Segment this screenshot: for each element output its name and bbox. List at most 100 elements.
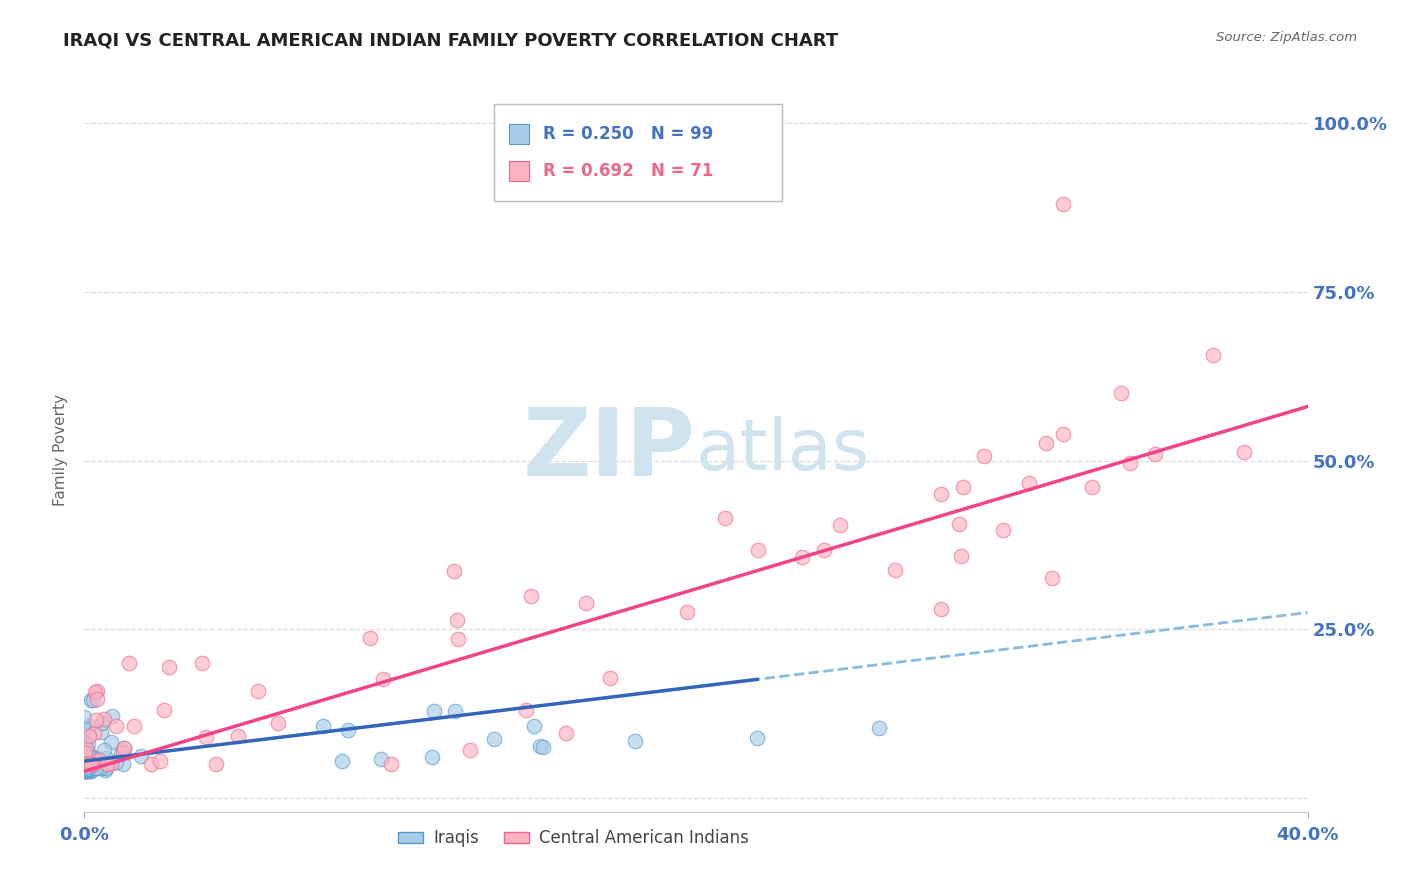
Point xyxy=(747,731,769,745)
Point xyxy=(100,757,122,772)
Point xyxy=(1232,445,1254,459)
Point xyxy=(75,755,97,769)
Point xyxy=(993,523,1015,537)
Point xyxy=(75,762,97,776)
Point xyxy=(73,759,96,773)
Point xyxy=(77,760,100,774)
Point xyxy=(93,742,115,756)
Point xyxy=(84,761,107,775)
Point xyxy=(110,747,132,761)
Point xyxy=(1109,385,1132,400)
Text: Source: ZipAtlas.com: Source: ZipAtlas.com xyxy=(1216,31,1357,45)
Point xyxy=(73,762,96,776)
Point xyxy=(312,718,335,732)
Point xyxy=(90,715,112,730)
Point xyxy=(447,632,470,647)
Point xyxy=(83,725,105,739)
Point xyxy=(79,750,101,764)
Point xyxy=(77,746,100,760)
Point xyxy=(75,764,97,778)
Point xyxy=(929,602,952,616)
Point xyxy=(73,762,96,776)
Point xyxy=(83,758,105,772)
Point xyxy=(370,752,392,766)
Point xyxy=(73,760,96,774)
Point xyxy=(77,749,100,764)
Point xyxy=(73,761,96,775)
Point xyxy=(118,656,141,670)
Point xyxy=(75,757,97,772)
Point xyxy=(112,745,135,759)
Point xyxy=(948,516,970,531)
Point xyxy=(82,757,104,772)
Point xyxy=(446,613,468,627)
Point xyxy=(869,721,891,735)
Point xyxy=(82,757,104,772)
Point xyxy=(73,722,96,736)
Point xyxy=(157,660,180,674)
Point xyxy=(1201,348,1223,362)
Point xyxy=(75,761,97,775)
Point xyxy=(76,764,98,778)
Point xyxy=(73,725,96,739)
Point xyxy=(152,703,174,717)
Point xyxy=(94,751,117,765)
Point xyxy=(529,739,551,753)
Point xyxy=(75,746,97,760)
Point xyxy=(90,761,112,775)
Point xyxy=(94,763,117,777)
Point xyxy=(520,590,543,604)
Text: atlas: atlas xyxy=(696,416,870,485)
Point xyxy=(112,741,135,756)
Point xyxy=(79,693,101,707)
Point xyxy=(624,734,647,748)
Point xyxy=(75,763,97,777)
Point xyxy=(112,740,135,755)
Point xyxy=(194,731,217,745)
Point xyxy=(713,510,735,524)
Point xyxy=(111,757,134,772)
Text: ZIP: ZIP xyxy=(523,404,696,497)
Point xyxy=(77,764,100,778)
Text: R = 0.250   N = 99: R = 0.250 N = 99 xyxy=(543,125,713,143)
Point xyxy=(89,761,111,775)
Point xyxy=(515,703,537,717)
Point xyxy=(75,747,97,762)
Point xyxy=(73,755,96,769)
Point xyxy=(80,763,103,777)
Y-axis label: Family Poverty: Family Poverty xyxy=(53,394,69,507)
Point xyxy=(83,754,105,768)
Point xyxy=(76,743,98,757)
Point xyxy=(75,760,97,774)
Point xyxy=(73,764,96,778)
FancyBboxPatch shape xyxy=(494,103,782,202)
Point xyxy=(149,754,172,768)
Point xyxy=(80,757,103,772)
Point xyxy=(104,756,127,770)
Point xyxy=(191,656,214,670)
Point xyxy=(482,732,505,747)
Point xyxy=(75,764,97,778)
Point xyxy=(73,758,96,772)
Point xyxy=(76,762,98,776)
Text: IRAQI VS CENTRAL AMERICAN INDIAN FAMILY POVERTY CORRELATION CHART: IRAQI VS CENTRAL AMERICAN INDIAN FAMILY … xyxy=(63,31,838,49)
Point xyxy=(929,487,952,501)
Point xyxy=(1035,436,1057,450)
Point xyxy=(96,757,118,772)
Point xyxy=(599,671,621,685)
Point xyxy=(73,751,96,765)
Point xyxy=(80,750,103,764)
Point xyxy=(87,753,110,767)
Point xyxy=(523,719,546,733)
Point xyxy=(77,760,100,774)
Point xyxy=(79,729,101,743)
Point xyxy=(266,715,288,730)
Point xyxy=(73,752,96,766)
Point xyxy=(458,743,481,757)
Point xyxy=(82,750,104,764)
Point xyxy=(77,757,100,772)
Point xyxy=(80,762,103,776)
Point xyxy=(813,542,835,557)
Point xyxy=(76,753,98,767)
Point xyxy=(828,517,851,532)
